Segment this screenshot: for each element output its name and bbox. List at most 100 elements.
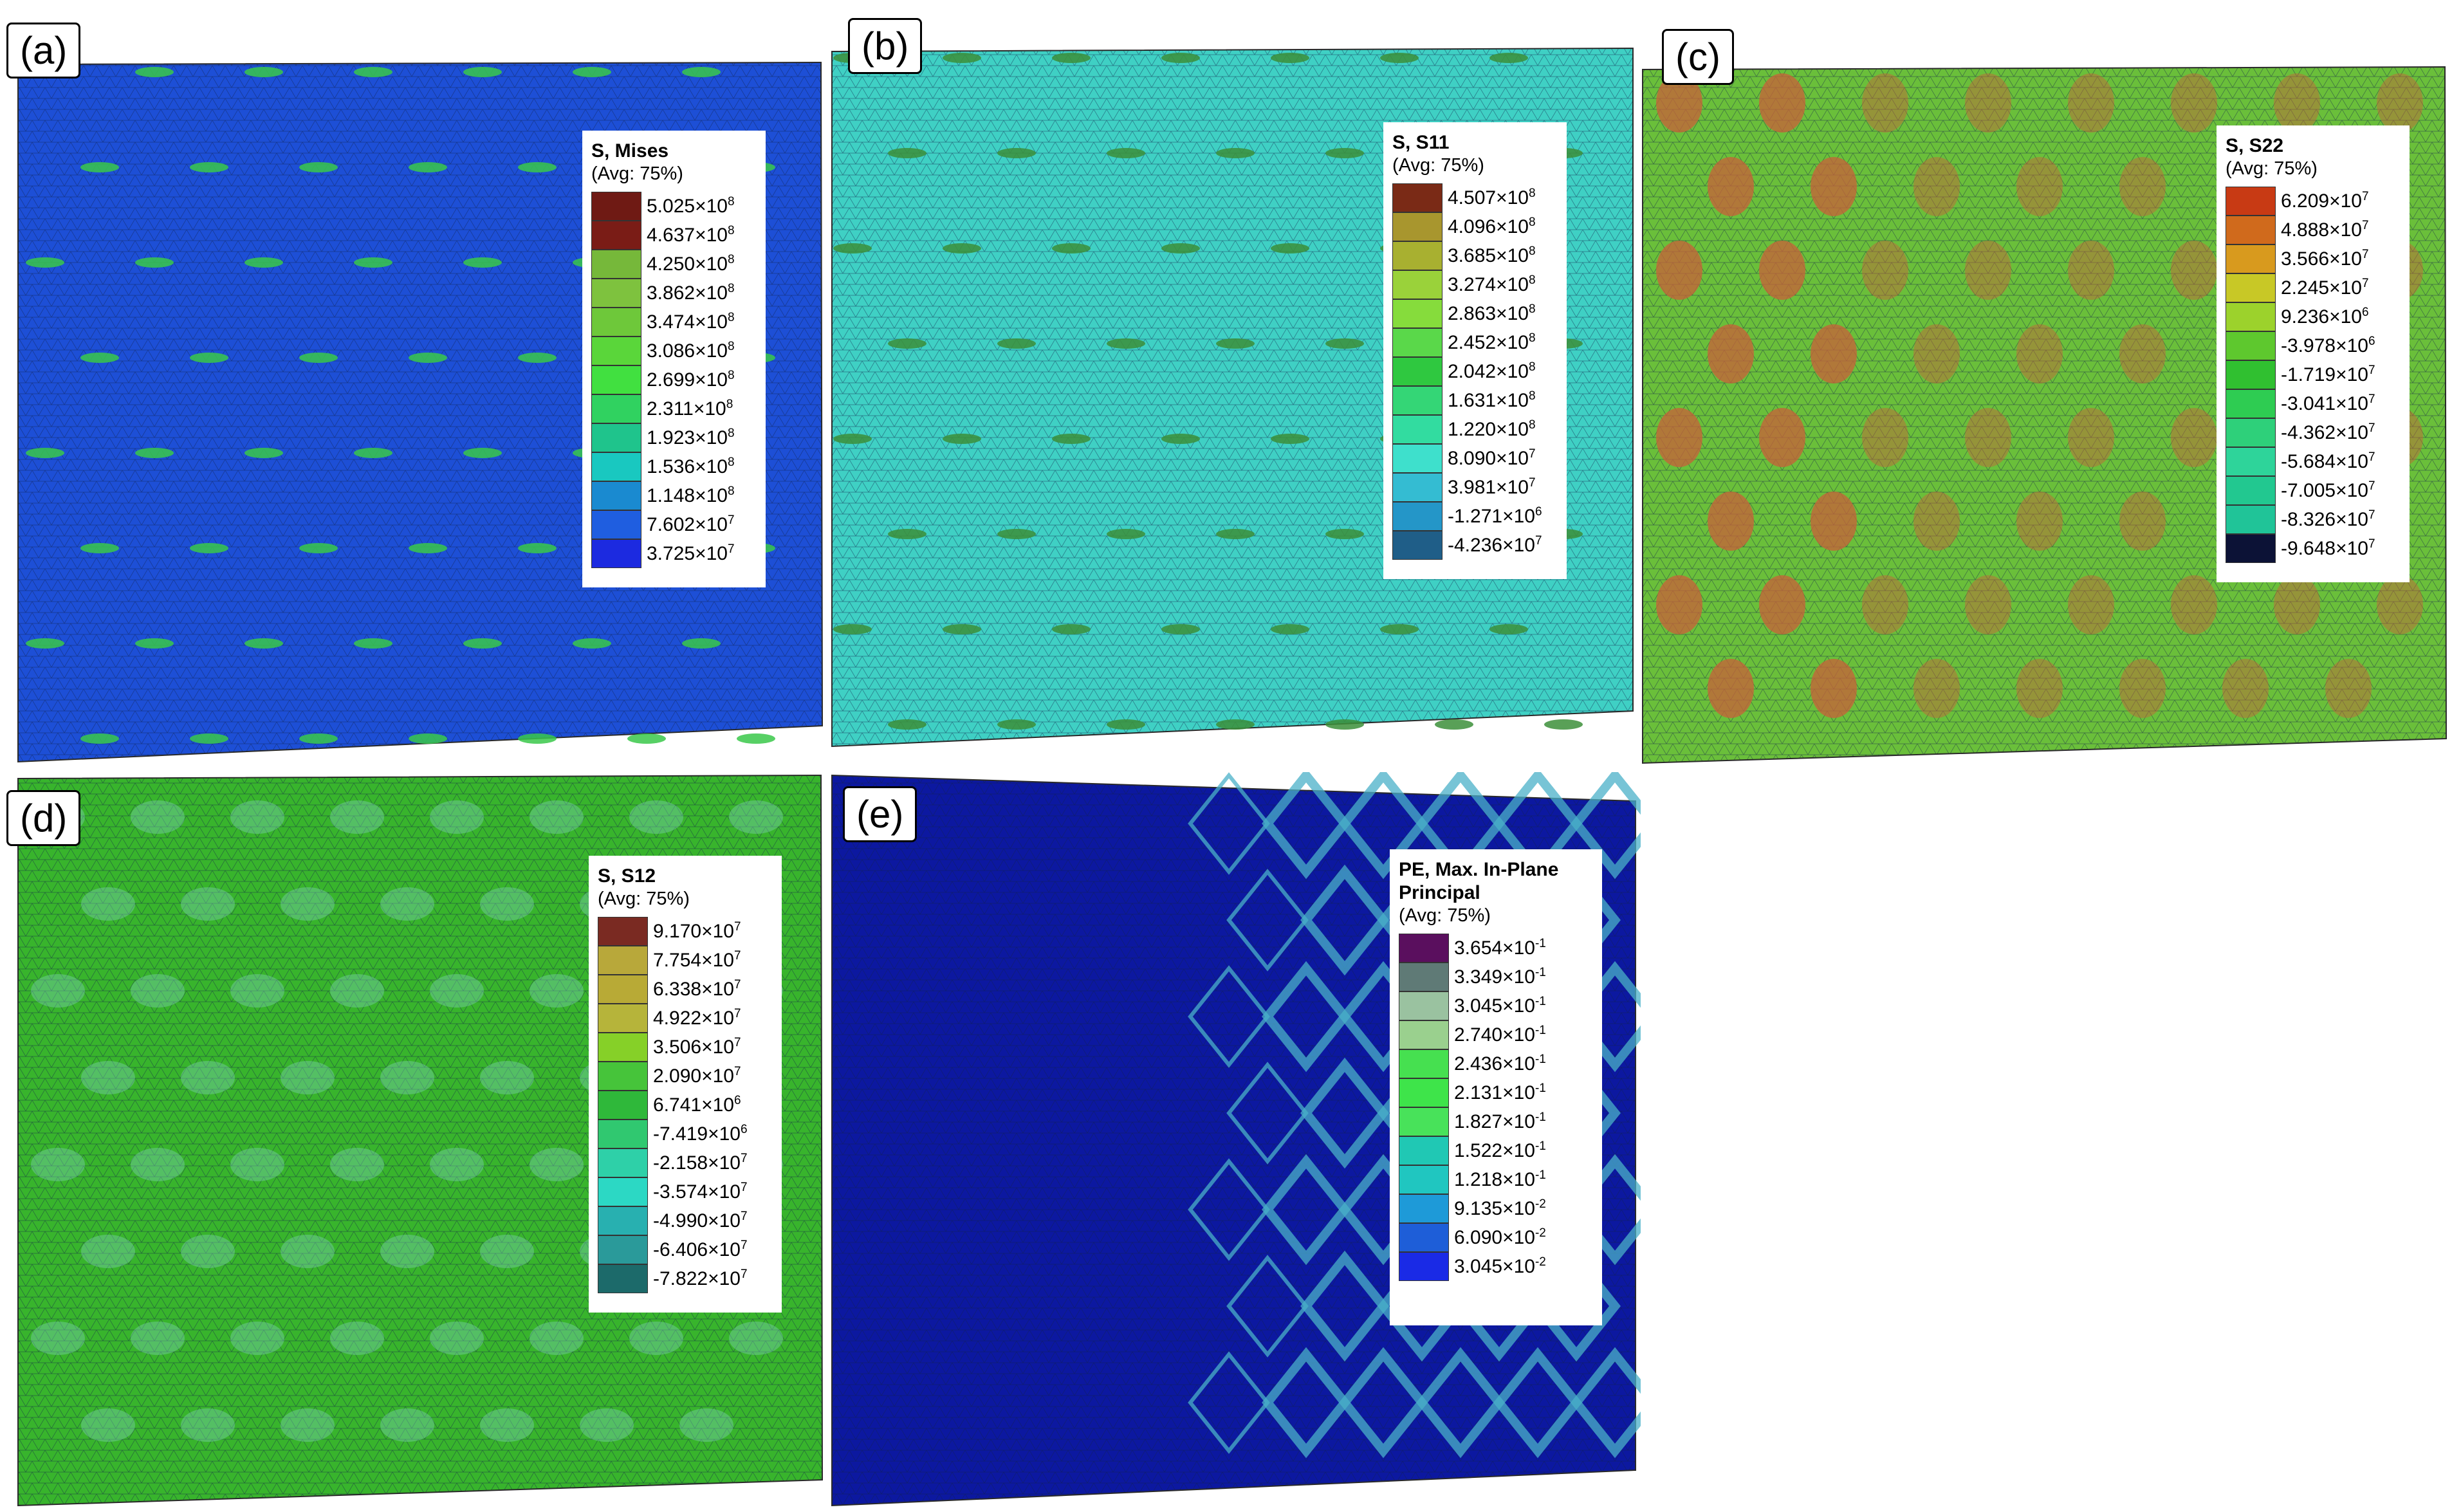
stress-patch [230,1148,284,1181]
legend-value: 8.090×107 [1448,447,1536,470]
legend-exponent: 7 [733,948,741,963]
stress-patch [181,1408,235,1442]
legend-swatch [2226,418,2276,447]
legend-exponent: 8 [1528,360,1536,374]
stress-patch [81,887,135,921]
legend-exponent: -1 [1535,1052,1546,1066]
stress-marker [1052,434,1091,444]
stress-hotspot [1965,73,2011,133]
stress-patch [380,1235,434,1268]
strain-band [1571,1347,1641,1459]
stress-patch [330,1322,384,1355]
legend-swatch [2226,475,2276,505]
legend-value: 2.740×10-1 [1454,1024,1546,1046]
stress-marker [354,448,392,458]
legend-row: 2.699×108 [591,365,757,394]
legend-swatch [591,423,641,452]
legend-value: 3.349×10-1 [1454,966,1546,988]
mesh-plot-c [1642,66,2447,764]
legend-exponent: 6 [2368,334,2375,348]
legend-mantissa: 1.536×10 [647,456,728,477]
legend-exponent: 7 [727,542,735,556]
legend-exponent: 7 [740,1180,748,1194]
legend-exponent: 7 [733,977,741,991]
legend-mantissa: -3.041×10 [2281,392,2368,414]
legend-mantissa: 3.725×10 [647,542,728,564]
legend-value: 2.452×108 [1448,331,1536,354]
legend-row: 5.025×108 [591,191,757,221]
stress-marker [833,624,872,634]
stress-hotspot [2171,241,2217,300]
legend-value: -1.719×107 [2281,364,2375,386]
stress-marker [1216,719,1255,730]
legend-value: 1.522×10-1 [1454,1139,1546,1162]
legend-exponent: 8 [1528,215,1536,229]
legend-row: 3.685×108 [1392,241,1558,270]
legend-row: -4.362×107 [2226,418,2401,447]
legend-swatch [1399,991,1449,1020]
stress-hotspot [1656,575,1702,634]
legend-value: 3.474×108 [647,311,735,333]
legend-exponent: 7 [733,1006,741,1020]
stress-hotspot [2222,659,2269,718]
legend-exponent: -1 [1535,994,1546,1008]
legend-mantissa: -4.236×10 [1448,534,1535,556]
legend-mantissa: 9.135×10 [1454,1197,1535,1219]
legend-d: S, S12 (Avg: 75%) 9.170×107 7.754×107 6.33… [589,856,782,1313]
stress-marker [1271,243,1309,254]
panel-label-d: (d) [6,790,81,846]
legend-swatch [598,916,648,946]
stress-marker [997,148,1036,158]
legend-mantissa: 2.863×10 [1448,302,1529,324]
legend-swatch [598,974,648,1004]
legend-swatch [591,365,641,394]
legend-value: 2.090×107 [653,1065,741,1087]
legend-exponent: 7 [2361,247,2369,261]
stress-hotspot [2016,157,2063,216]
legend-value: -4.236×107 [1448,534,1542,557]
stress-marker [135,448,174,458]
stress-marker [1380,53,1419,63]
stress-marker [1489,624,1528,634]
stress-hotspot [2119,492,2166,551]
stress-marker [1271,53,1309,63]
legend-title-line: Principal [1399,882,1480,903]
legend-row: -5.684×107 [2226,447,2401,476]
legend-mantissa: -6.406×10 [653,1239,741,1260]
legend-exponent: 7 [740,1267,748,1281]
legend-exponent: 8 [727,455,735,469]
legend-row: 3.474×108 [591,307,757,337]
legend-swatch [1392,443,1443,473]
legend-value: 5.025×108 [647,195,735,217]
legend-mantissa: 2.452×10 [1448,331,1529,353]
legend-row: 4.250×108 [591,249,757,279]
legend-mantissa: -3.574×10 [653,1181,741,1203]
stress-marker [354,257,392,268]
stress-patch [31,1322,85,1355]
stress-marker [299,733,338,744]
stress-marker [26,448,64,458]
stress-hotspot [2119,659,2166,718]
legend-swatch [598,1119,648,1148]
legend-row: 4.637×108 [591,220,757,250]
legend-row: -7.822×107 [598,1264,773,1293]
legend-value: -1.271×106 [1448,505,1542,528]
legend-mantissa: 1.631×10 [1448,389,1529,411]
legend-mantissa: -3.978×10 [2281,335,2368,356]
legend-mantissa: 3.566×10 [2281,248,2362,270]
stress-patch [480,1408,534,1442]
legend-exponent: 8 [727,368,735,382]
stress-marker [1271,624,1309,634]
legend-value: -2.158×107 [653,1152,748,1174]
legend-swatch [1399,1251,1449,1281]
stress-marker [997,719,1036,730]
stress-marker [518,353,557,363]
stress-marker [1161,624,1200,634]
stress-marker [1380,624,1419,634]
legend-value: -5.684×107 [2281,450,2375,473]
legend-mantissa: -7.419×10 [653,1123,741,1145]
legend-title-line: S, Mises [591,140,669,161]
legend-value: 2.042×108 [1448,360,1536,383]
stress-marker [190,733,228,744]
stress-hotspot [2274,73,2320,133]
